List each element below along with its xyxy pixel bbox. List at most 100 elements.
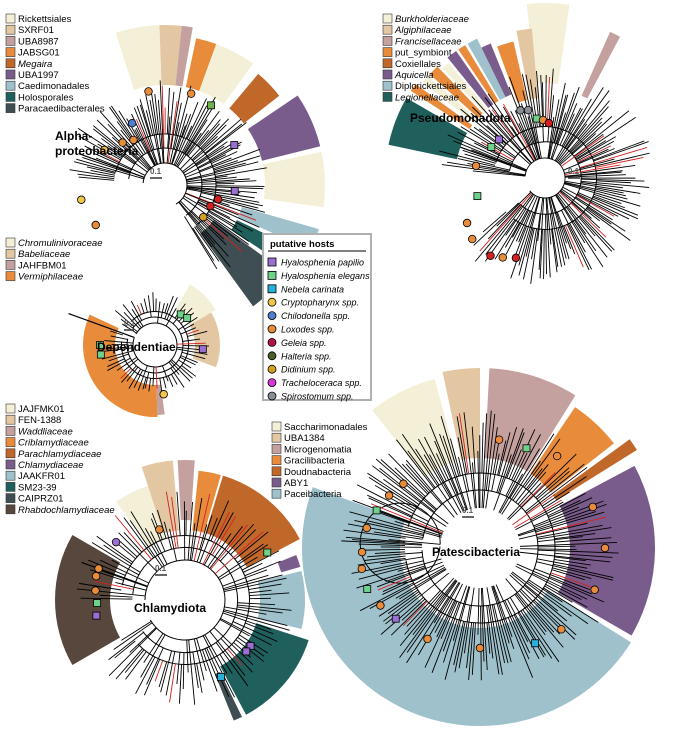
patesci-tree-branch bbox=[498, 432, 511, 476]
chlam-tree-branch bbox=[150, 518, 166, 552]
patesci-tree-branch bbox=[429, 454, 462, 514]
depend-tree-branch bbox=[123, 311, 141, 330]
chlam-tree-branch bbox=[214, 531, 264, 575]
patesci-tree-branch bbox=[507, 482, 542, 520]
chlam-tree-branch bbox=[114, 515, 152, 560]
depend-tree-branch bbox=[178, 317, 198, 331]
patesci-tree-branch bbox=[377, 576, 411, 591]
hosts-legend-box bbox=[262, 233, 372, 401]
legend-label: Chlamydiaceae bbox=[18, 460, 83, 471]
patesci-host-marker-square bbox=[522, 444, 531, 453]
patesci-tree-branch bbox=[368, 497, 444, 533]
pseudo-tree-branch bbox=[580, 214, 615, 251]
legend-swatch bbox=[271, 477, 282, 488]
patesci-tree-branch bbox=[533, 599, 576, 640]
legend-label: Coxiellales bbox=[395, 59, 441, 70]
alpha-tree-branch bbox=[184, 154, 227, 176]
alpha-tree-branch bbox=[201, 176, 237, 182]
chlam-tree-branch bbox=[129, 627, 157, 653]
patesci-tree-branch bbox=[551, 569, 585, 581]
depend-tree-branch bbox=[169, 360, 191, 382]
patesci-tree-branch bbox=[545, 583, 588, 608]
pseudo-tree-branch bbox=[564, 174, 626, 178]
depend-tree-arc bbox=[126, 316, 184, 374]
legend-swatch bbox=[382, 69, 393, 80]
patesci-tree-branch bbox=[480, 605, 482, 681]
chlam-tree-branch bbox=[223, 610, 290, 631]
legend-swatch bbox=[5, 80, 16, 91]
patesci-tree-branch bbox=[399, 592, 444, 647]
patesci-tree-branch bbox=[367, 472, 418, 507]
alpha-tree-branch bbox=[171, 113, 188, 165]
chlam-tree-branch bbox=[125, 651, 147, 680]
alpha-tree-branch bbox=[183, 145, 225, 174]
chlam-tree-branch bbox=[176, 491, 181, 536]
chlam-host-marker-square bbox=[93, 599, 101, 607]
patesci-tree-branch bbox=[424, 600, 457, 668]
chlam-tree-branch bbox=[204, 634, 228, 674]
patesci-tree-branch bbox=[402, 601, 428, 626]
alpha-tree-branch bbox=[186, 188, 260, 203]
chlam-tree-branch bbox=[219, 654, 233, 674]
chlam-tree-branch bbox=[196, 663, 203, 694]
pseudo-tree-branch bbox=[518, 197, 541, 276]
chlam-tree-branch bbox=[135, 656, 156, 694]
patesci-clade-sector bbox=[484, 368, 576, 472]
pseudo-tree-branch bbox=[531, 228, 537, 260]
pseudo-tree-branch bbox=[575, 140, 607, 160]
patesci-tree-branch bbox=[405, 463, 443, 505]
chlam-tree-branch bbox=[115, 582, 147, 591]
patesci-tree-branch bbox=[543, 587, 599, 623]
pseudo-tree-branch bbox=[479, 192, 533, 252]
legend-swatch bbox=[5, 493, 16, 503]
pseudo-tree-branch bbox=[559, 133, 597, 166]
depend-tree-branch bbox=[181, 365, 197, 377]
patesci-host-marker-circle bbox=[362, 523, 371, 533]
host-swatch-circle bbox=[267, 378, 277, 388]
alpha-tree-branch bbox=[213, 201, 253, 216]
alpha-tree-branch bbox=[136, 119, 151, 152]
pseudo-tree-branch bbox=[576, 140, 615, 162]
patesci-tree-branch bbox=[452, 586, 470, 641]
legend-swatch bbox=[5, 271, 16, 281]
pseudo-clade-sector bbox=[497, 41, 528, 103]
alpha-tree-branch bbox=[215, 167, 267, 177]
pseudo-tree-branch bbox=[592, 196, 639, 216]
legend-swatch bbox=[271, 488, 282, 499]
patesci-root-branch bbox=[376, 509, 443, 535]
pseudo-tree-branch bbox=[576, 136, 616, 161]
legend-label: Aquicella bbox=[394, 70, 434, 81]
pseudo-tree-branch bbox=[484, 97, 515, 137]
depend-tree-branch bbox=[108, 353, 129, 362]
pseudo-tree-branch bbox=[564, 181, 626, 197]
chlam-tree-branch bbox=[129, 520, 163, 568]
patesci-tree-branch bbox=[424, 436, 447, 482]
alpha-tree-branch bbox=[84, 145, 146, 176]
chlam-tree-branch bbox=[165, 651, 176, 696]
alpha-clade-sector bbox=[247, 95, 321, 161]
patesci-panel-title: Patescibacteria bbox=[432, 545, 520, 559]
chlam-tree-branch bbox=[196, 638, 207, 672]
chlam-host-marker-circle bbox=[155, 525, 164, 534]
depend-tree-branch bbox=[144, 372, 150, 389]
pseudo-tree-branch bbox=[593, 195, 625, 209]
patesci-tree-branch bbox=[499, 473, 523, 514]
chlam-tree-branch bbox=[223, 574, 283, 591]
legend-label: Waddliaceae bbox=[18, 426, 73, 437]
depend-tree-branch bbox=[152, 366, 155, 387]
pseudo-tree-branch bbox=[554, 98, 592, 161]
alpha-tree-branch bbox=[197, 201, 231, 219]
patesci-tree-branch bbox=[443, 619, 458, 663]
patesci-tree-branch bbox=[498, 434, 541, 513]
depend-tree-branch bbox=[155, 366, 158, 389]
patesci-tree-branch bbox=[397, 558, 442, 572]
depend-clade-sector bbox=[83, 314, 158, 417]
alpha-panel-title: Alpha- bbox=[55, 129, 92, 143]
patesci-tree-branch bbox=[458, 605, 471, 669]
legend-label: Criblamydiaceae bbox=[18, 438, 89, 449]
chlam-tree-branch bbox=[163, 521, 172, 550]
chlam-panel-title: Chlamydiota bbox=[134, 601, 206, 615]
pseudo-tree-branch bbox=[573, 133, 604, 157]
pseudo-tree-branch bbox=[503, 103, 536, 161]
alpha-root-branch bbox=[78, 152, 145, 179]
